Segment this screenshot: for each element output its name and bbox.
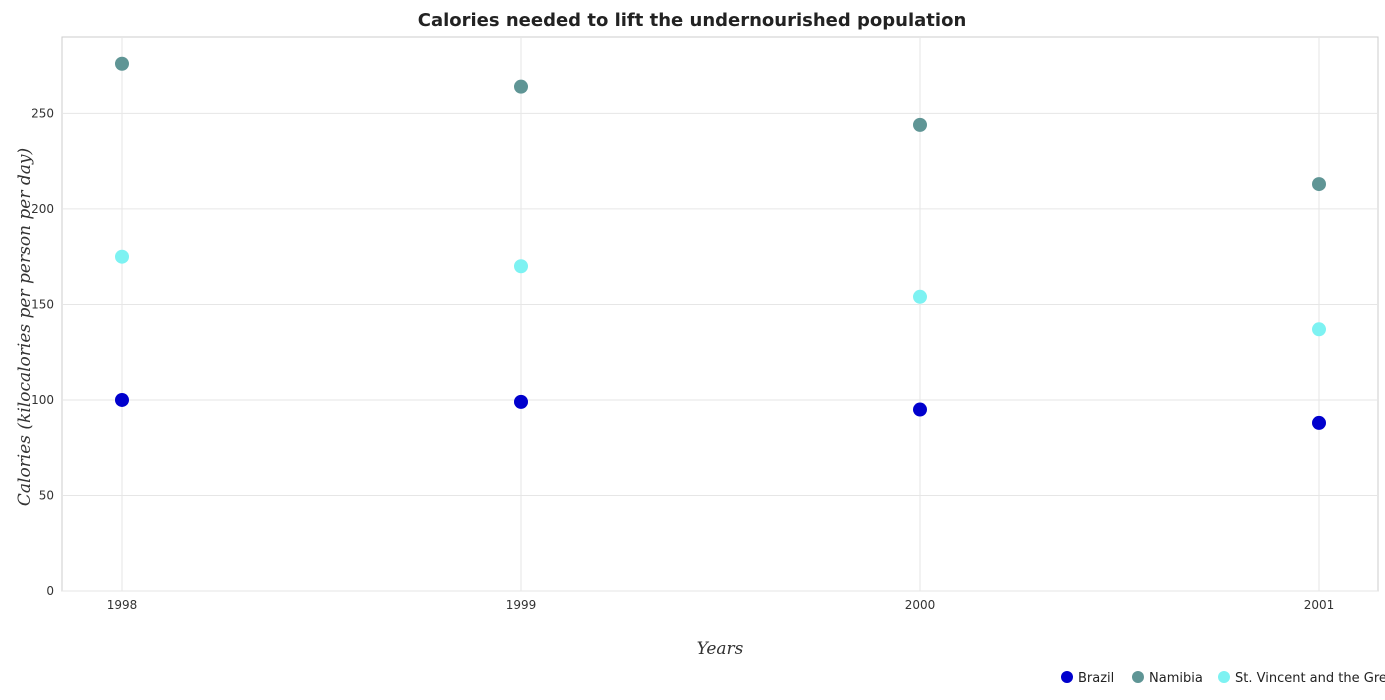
legend-marker-namibia [1132, 671, 1144, 683]
legend: Brazil Namibia St. Vincent and the Grenadi… [1061, 671, 1385, 686]
point-st-vincent-and-the-grenadines [913, 289, 927, 304]
x-tick-label: 2000 [905, 598, 936, 612]
legend-label-namibia: Namibia [1149, 671, 1203, 686]
point-namibia [913, 117, 927, 132]
point-brazil [514, 394, 528, 409]
point-namibia [1312, 177, 1326, 192]
point-brazil [1312, 415, 1326, 430]
legend-marker-st-vincent-and-the-grenadines [1218, 671, 1230, 683]
point-st-vincent-and-the-grenadines [115, 249, 129, 264]
y-tick-label: 150 [31, 297, 54, 311]
point-st-vincent-and-the-grenadines [1312, 322, 1326, 337]
x-tick-label: 2001 [1304, 598, 1335, 612]
y-tick-label: 200 [31, 202, 54, 216]
legend-label-st-vincent-and-the-grenadines: St. Vincent and the Grenadines [1235, 671, 1385, 686]
x-tick-label: 1999 [506, 598, 537, 612]
legend-label-brazil: Brazil [1078, 671, 1114, 686]
legend-marker-brazil [1061, 671, 1073, 683]
y-tick-label: 250 [31, 106, 54, 120]
y-axis-label: Calories (kilocalories per person per da… [15, 148, 35, 506]
point-brazil [913, 402, 927, 417]
x-tick-label: 1998 [107, 598, 138, 612]
point-namibia [115, 56, 129, 71]
x-axis-label: Years [697, 639, 744, 659]
plot-area: 0 50 100 150 200 250 1998 1999 2000 2001 [31, 36, 1379, 612]
point-namibia [514, 79, 528, 94]
point-brazil [115, 392, 129, 407]
y-tick-label: 0 [46, 584, 54, 598]
chart-title: Calories needed to lift the undernourish… [418, 10, 967, 31]
y-tick-label: 100 [31, 393, 54, 407]
plot-frame [61, 36, 1379, 592]
point-st-vincent-and-the-grenadines [514, 259, 528, 274]
y-tick-label: 50 [39, 488, 54, 502]
